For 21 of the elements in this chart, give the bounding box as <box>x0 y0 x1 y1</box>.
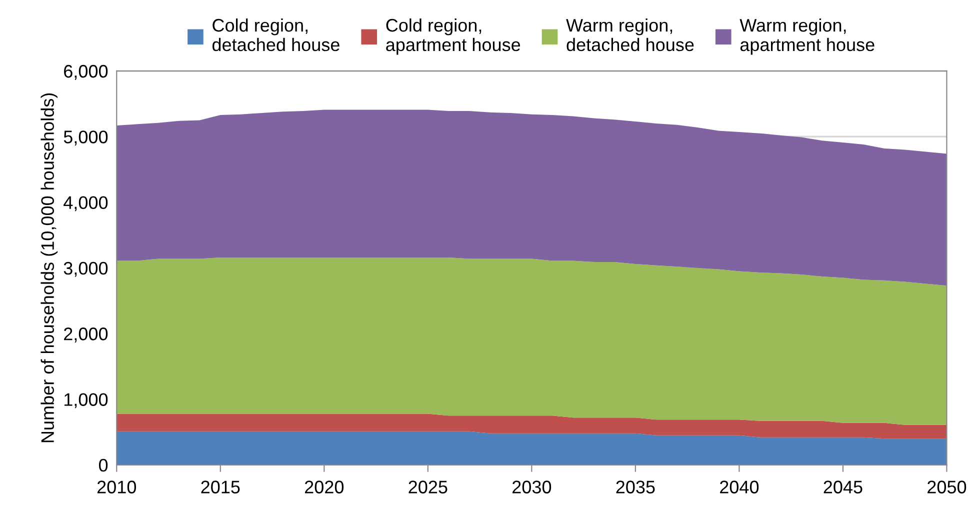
x-tick-label: 2050 <box>928 480 966 494</box>
y-tick-label: 5,000 <box>64 130 108 146</box>
y-tick-label: 2,000 <box>64 328 108 342</box>
legend-label: Cold region, apartment house <box>386 18 520 55</box>
y-tick-label: 6,000 <box>64 64 108 80</box>
y-axis-title: Number of households (10,000 households) <box>40 93 58 442</box>
x-tick-label: 2020 <box>304 480 344 494</box>
x-tick-label: 2015 <box>201 480 240 494</box>
y-tick-label: 4,000 <box>64 196 108 212</box>
y-tick-label: 3,000 <box>64 262 108 277</box>
x-tick-label: 2035 <box>616 480 655 494</box>
y-tick-label: 1,000 <box>64 393 108 408</box>
x-tick-label: 2040 <box>720 480 759 494</box>
x-tick-label: 2030 <box>512 480 552 494</box>
x-tick-label: 2025 <box>408 480 448 494</box>
legend-label: Cold region, detached house <box>212 18 340 52</box>
y-tick-label: 0 <box>98 458 108 472</box>
x-tick-label: 2045 <box>824 480 862 494</box>
x-tick-label: 2010 <box>97 480 136 494</box>
legend-label: Warm region, detached house <box>566 18 694 52</box>
legend-label: Warm region, apartment house <box>740 18 874 55</box>
